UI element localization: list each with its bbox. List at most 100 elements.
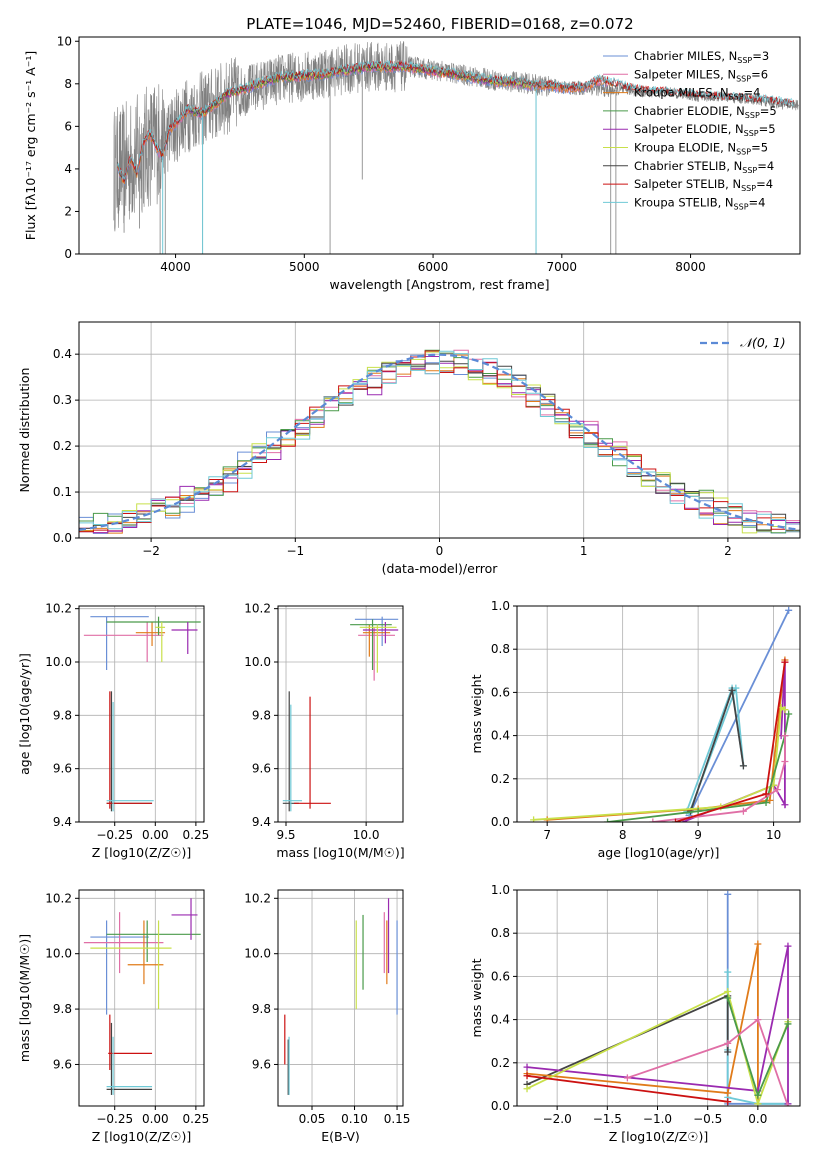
y-tick-label: 10.0: [244, 655, 271, 669]
x-axis-label: Z [log10(Z/Z☉)]: [92, 1129, 192, 1144]
weight-marker-kroupa_elodie: [724, 988, 732, 996]
x-tick-label: −0.5: [693, 1112, 722, 1126]
weight-marker-chabrier_miles: [724, 890, 732, 898]
y-tick-label: 0.4: [491, 729, 510, 743]
axes-frame: [78, 605, 205, 823]
axes-weight-vs-Z: −2.0 −1.5 −1.0 −0.5 0.0 0.0 0.2 0.4 0.6 0.8 1.0 Z […: [469, 883, 801, 1144]
weight-marker-salpeter_stelib: [523, 1072, 531, 1080]
x-tick-label: 7: [543, 828, 551, 842]
weight-marker-chabrier_miles: [785, 606, 793, 614]
x-tick-label: 5000: [289, 260, 320, 274]
y-tick-label: 0.6: [491, 685, 510, 699]
x-tick-label: 0.00: [142, 1112, 169, 1126]
y-axis-label: mass [log10(M/M☉)]: [17, 934, 32, 1062]
y-tick-label: 0.6: [491, 969, 510, 983]
normal-curve: [79, 353, 800, 531]
legend-label: Kroupa MILES, NSSP=4: [634, 86, 760, 102]
model-spectrum: [117, 60, 794, 183]
y-tick-label: 10.2: [244, 602, 271, 616]
plot-area: [530, 606, 793, 822]
x-tick-label: −1.5: [593, 1112, 622, 1126]
legend-tail: =5: [751, 141, 768, 155]
legend: 𝒩(0, 1): [700, 335, 786, 350]
axes-frame: [277, 889, 404, 1107]
weight-marker-chabrier_elodie: [724, 994, 732, 1002]
x-axis-label: mass [log10(M/M☉)]: [276, 845, 404, 860]
weight-marker-chabrier_stelib: [739, 762, 747, 770]
y-tick-label: 9.8: [53, 708, 72, 722]
weight-marker-kroupa_stelib: [724, 968, 732, 976]
legend-label: Chabrier ELODIE, NSSP=5: [634, 104, 777, 120]
y-tick-label: 0.0: [491, 815, 510, 829]
y-tick-label: 0.2: [491, 772, 510, 786]
y-tick-label: 9.8: [252, 1002, 271, 1016]
x-tick-label: −1: [286, 544, 304, 558]
y-tick-label: 0.2: [53, 439, 72, 453]
weight-marker-salpeter_stelib: [671, 818, 679, 822]
legend-subscript: SSP: [745, 111, 760, 120]
x-tick-label: 8: [619, 828, 627, 842]
x-tick-label: 6000: [418, 260, 449, 274]
x-tick-label: 0.10: [341, 1112, 368, 1126]
weight-marker-salpeter_miles: [739, 807, 747, 815]
y-tick-label: 10: [57, 34, 72, 48]
y-axis-label: age [log10(age/yr)]: [17, 653, 32, 775]
figure-title: PLATE=1046, MJD=52460, FIBERID=0168, z=0…: [246, 15, 633, 33]
x-tick-label: −2: [142, 544, 160, 558]
x-tick-label: 0.00: [142, 828, 169, 842]
weight-marker-kroupa_elodie: [530, 816, 538, 822]
legend-tail: =6: [751, 67, 768, 81]
y-tick-label: 9.8: [252, 708, 271, 722]
legend-subscript: SSP: [737, 56, 752, 65]
y-tick-label: 0.1: [53, 485, 72, 499]
legend-label: Salpeter ELODIE, NSSP=5: [634, 122, 776, 138]
y-tick-label: 8: [64, 77, 72, 91]
weight-marker-chabrier_elodie: [785, 710, 793, 718]
x-tick-label: 0.25: [183, 828, 210, 842]
legend-label: Kroupa ELODIE, NSSP=5: [634, 141, 768, 157]
legend-label: Chabrier MILES, NSSP=3: [634, 49, 769, 65]
x-tick-label: 8000: [675, 260, 706, 274]
weight-line-salpeter_miles: [627, 1018, 789, 1106]
legend-label: 𝒩(0, 1): [740, 335, 786, 350]
plot-area: [79, 349, 800, 538]
y-tick-label: 10.0: [244, 947, 271, 961]
weight-line-salpeter_stelib: [526, 1074, 728, 1103]
weight-marker-kroupa_elodie: [523, 1085, 531, 1093]
legend-subscript: SSP: [741, 184, 756, 193]
y-tick-label: 0.4: [53, 347, 72, 361]
x-tick-label: 9: [694, 828, 702, 842]
x-tick-label: −1.0: [643, 1112, 672, 1126]
y-tick-label: 9.4: [252, 815, 271, 829]
y-tick-label: 0.3: [53, 393, 72, 407]
y-tick-label: 10.2: [244, 891, 271, 905]
x-tick-label: 9.5: [276, 828, 295, 842]
y-tick-label: 9.6: [53, 1057, 72, 1071]
axes-frame: [78, 36, 801, 255]
y-tick-label: 1.0: [491, 599, 510, 613]
weight-marker-salpeter_miles: [781, 732, 789, 740]
legend-label: Salpeter MILES, NSSP=6: [634, 67, 768, 83]
x-tick-label: 0: [436, 544, 444, 558]
y-tick-label: 10.2: [45, 602, 72, 616]
y-tick-label: 0.0: [491, 1099, 510, 1113]
weight-marker-salpeter_miles: [724, 1039, 732, 1047]
axes-age-vs-mass: 9.5 10.0 9.4 9.6 9.8 10.0 10.2 mass [log10(M/M☉…: [244, 602, 404, 860]
y-axis-label: mass weight: [469, 674, 484, 753]
y-tick-label: 0.2: [491, 1056, 510, 1070]
weight-marker-chabrier_elodie: [694, 807, 702, 815]
weight-line-kroupa_miles: [526, 943, 759, 1104]
weight-marker-salpeter_stelib: [781, 658, 789, 666]
y-tick-label: 9.6: [53, 762, 72, 776]
x-tick-label: 10.0: [353, 828, 380, 842]
x-tick-label: 0.05: [299, 1112, 326, 1126]
x-tick-label: 0.25: [183, 1112, 210, 1126]
x-axis-label: Z [log10(Z/Z☉)]: [609, 1129, 709, 1144]
weight-marker-salpeter_elodie: [784, 942, 792, 950]
legend-label: Salpeter STELIB, NSSP=4: [634, 177, 773, 193]
weight-marker-salpeter_elodie: [781, 801, 789, 809]
axes-frame: [78, 889, 205, 1107]
legend-tail: =4: [757, 159, 774, 173]
axes-mass-vs-Z: −0.25 0.00 0.25 9.6 9.8 10.0 10.2 Z [log10(Z/Z☉…: [17, 889, 210, 1144]
axes-age-vs-Z: −0.25 0.00 0.25 9.4 9.6 9.8 10.0 10.2 Z [log10(Z…: [17, 602, 209, 860]
